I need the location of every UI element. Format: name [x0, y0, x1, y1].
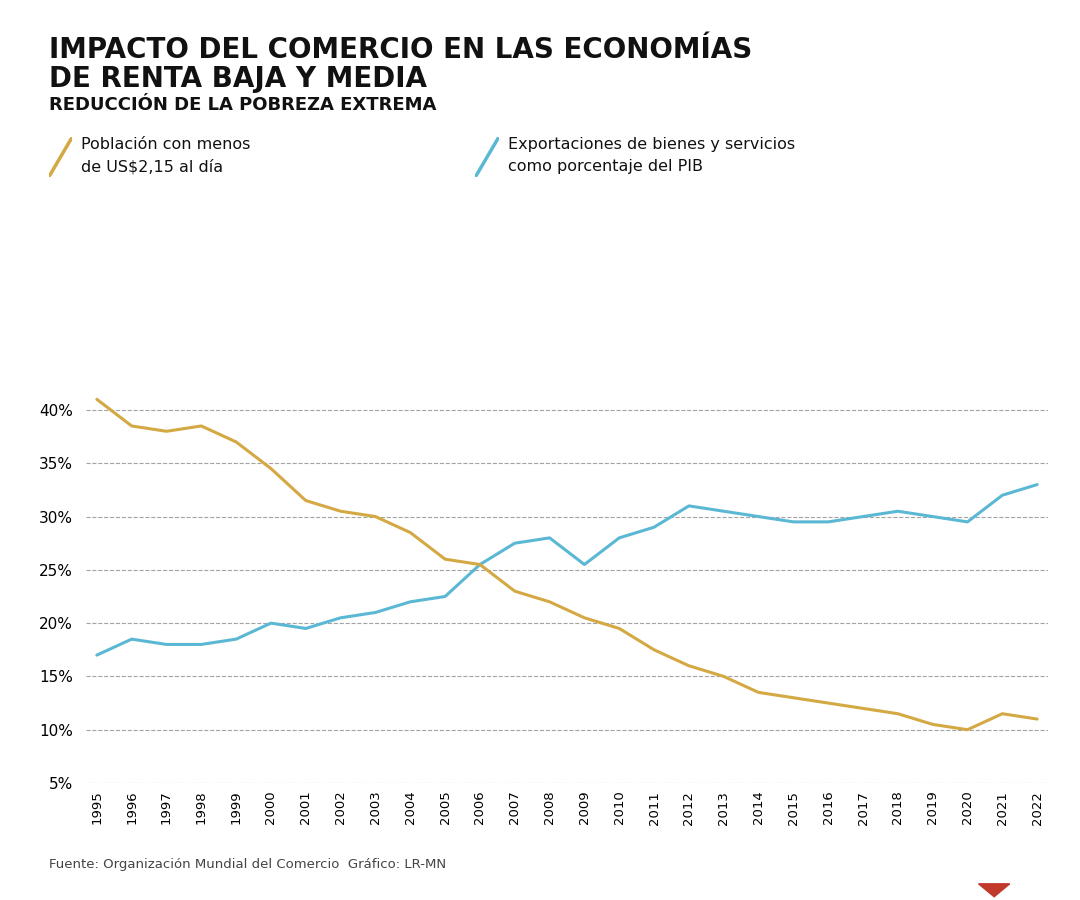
Text: LR: LR [974, 836, 1014, 864]
Text: Exportaciones de bienes y servicios
como porcentaje del PIB: Exportaciones de bienes y servicios como… [508, 137, 795, 174]
Text: REDUCCIÓN DE LA POBREZA EXTREMA: REDUCCIÓN DE LA POBREZA EXTREMA [49, 96, 436, 114]
Text: Fuente: Organización Mundial del Comercio  Gráfico: LR-MN: Fuente: Organización Mundial del Comerci… [49, 858, 446, 870]
Text: IMPACTO DEL COMERCIO EN LAS ECONOMÍAS: IMPACTO DEL COMERCIO EN LAS ECONOMÍAS [49, 36, 752, 64]
Polygon shape [978, 884, 1010, 896]
Text: Población con menos
de US$2,15 al día: Población con menos de US$2,15 al día [81, 137, 251, 175]
Text: DE RENTA BAJA Y MEDIA: DE RENTA BAJA Y MEDIA [49, 65, 427, 93]
